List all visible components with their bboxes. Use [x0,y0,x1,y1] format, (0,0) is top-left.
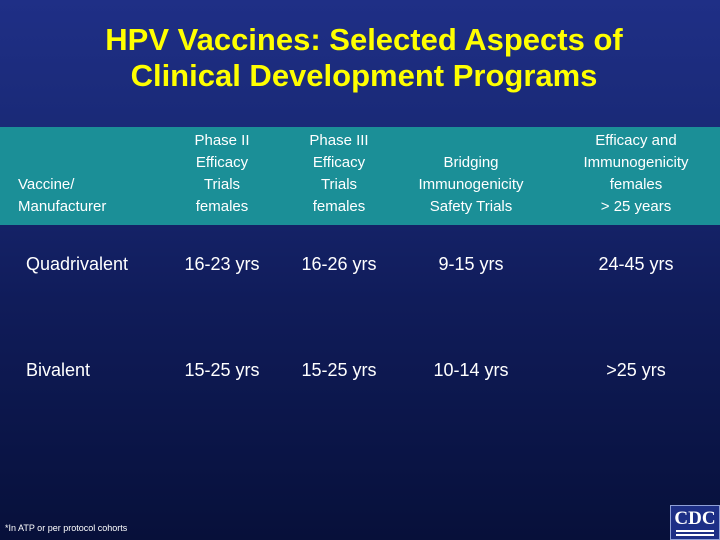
header-phase3-line1: Phase III [309,132,369,149]
cdc-logo-line [676,534,714,536]
header-efficacy-line1: Efficacy and [595,132,677,149]
row2-phase2: 15-25 yrs [184,360,260,380]
footnote: *In ATP or per protocol cohorts [5,523,128,533]
header-bridging-line1: Bridging [443,154,499,171]
row2-efficacy-immunogenicity: >25 yrs [606,360,666,380]
row1-phase2: 16-23 yrs [184,254,260,274]
header-efficacy-line3: females [609,176,663,193]
header-phase2-line4: females [195,198,249,215]
table-header-band [0,127,720,225]
header-vaccine-line1: Vaccine/ [18,176,75,193]
header-phase3-line2: Efficacy [312,154,366,171]
header-bridging-line2: Immunogenicity [418,176,524,193]
header-efficacy-line4: > 25 years [600,198,672,215]
row1-phase3: 16-26 yrs [301,254,377,274]
header-phase2-line2: Efficacy [195,154,249,171]
header-bridging-line3: Safety Trials [429,198,513,215]
header-phase2-line3: Trials [203,176,241,193]
header-phase3-line4: females [312,198,366,215]
header-phase2: Phase II Efficacy Trials females [172,130,272,218]
header-phase3: Phase III Efficacy Trials females [289,130,389,218]
cdc-logo-icon: CDC [670,505,720,540]
row1-bridging: 9-15 yrs [438,254,504,274]
header-vaccine-manufacturer: Vaccine/ Manufacturer [18,174,106,218]
header-efficacy-line2: Immunogenicity [583,154,689,171]
slide-title: HPV Vaccines: Selected Aspects of Clinic… [0,22,720,94]
cdc-logo-line [676,530,714,532]
header-vaccine-line2: Manufacturer [18,198,107,215]
row2-phase3: 15-25 yrs [301,360,377,380]
cdc-logo-text: CDC [674,508,716,529]
header-phase3-line3: Trials [320,176,358,193]
row1-efficacy-immunogenicity: 24-45 yrs [598,254,674,274]
title-line-2: Clinical Development Programs [130,58,598,93]
header-bridging: Bridging Immunogenicity Safety Trials [396,152,546,218]
header-efficacy-immunogenicity: Efficacy and Immunogenicity females > 25… [562,130,710,218]
title-line-1: HPV Vaccines: Selected Aspects of [105,22,623,57]
header-phase2-line1: Phase II [194,132,250,149]
row2-vaccine: Bivalent [26,360,91,380]
row1-vaccine: Quadrivalent [26,254,129,274]
row2-bridging: 10-14 yrs [433,360,509,380]
